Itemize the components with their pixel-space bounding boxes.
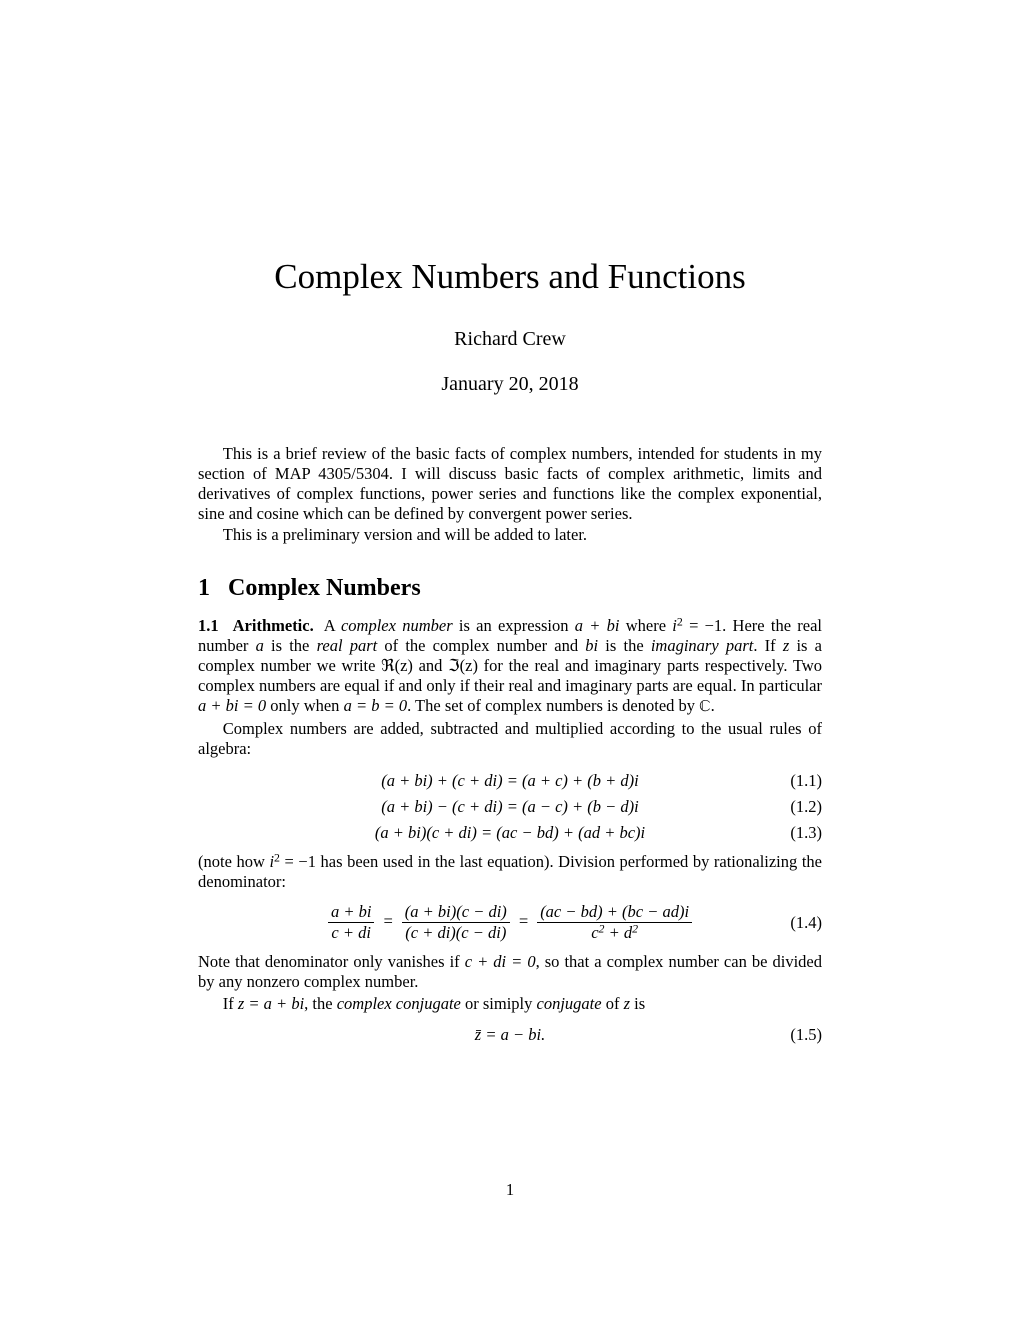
paragraph-rules: Complex numbers are added, subtracted an… — [198, 719, 822, 759]
document-title: Complex Numbers and Functions — [198, 256, 822, 298]
page-content: Complex Numbers and Functions Richard Cr… — [198, 0, 822, 1054]
paragraph-note-i2: (note how i2 = −1 has been used in the l… — [198, 852, 822, 892]
section-number: 1 — [198, 575, 210, 601]
equation-block-2: a + bic + di = (a + bi)(c − di)(c + di)(… — [198, 900, 822, 946]
equation-block-3: z̄ = a − bi. (1.5) — [198, 1022, 822, 1048]
equation-5: z̄ = a − bi. (1.5) — [198, 1022, 822, 1048]
abstract-p2: This is a preliminary version and will b… — [198, 525, 822, 545]
equation-number-4: (1.4) — [790, 913, 822, 933]
equation-3: (a + bi)(c + di) = (ac − bd) + (ad + bc)… — [198, 820, 822, 846]
section-heading: 1 Complex Numbers — [198, 575, 822, 602]
equation-number-1: (1.1) — [790, 771, 822, 791]
document-date: January 20, 2018 — [198, 373, 822, 396]
subsection-number: 1.1 — [198, 616, 219, 635]
equation-number-3: (1.3) — [790, 823, 822, 843]
equation-4: a + bic + di = (a + bi)(c − di)(c + di)(… — [198, 900, 822, 946]
equation-number-5: (1.5) — [790, 1025, 822, 1045]
page-number: 1 — [0, 1180, 1020, 1200]
equation-block-1: (a + bi) + (c + di) = (a + c) + (b + d)i… — [198, 768, 822, 846]
paragraph-conjugate: If z = a + bi, the complex conjugate or … — [198, 994, 822, 1014]
document-author: Richard Crew — [198, 328, 822, 351]
equation-number-2: (1.2) — [790, 797, 822, 817]
abstract-block: This is a brief review of the basic fact… — [198, 444, 822, 545]
equation-1: (a + bi) + (c + di) = (a + c) + (b + d)i… — [198, 768, 822, 794]
abstract-p1: This is a brief review of the basic fact… — [198, 444, 822, 525]
section-title: Complex Numbers — [228, 575, 421, 601]
equation-2: (a + bi) − (c + di) = (a − c) + (b − d)i… — [198, 794, 822, 820]
paragraph-nonzero: Note that denominator only vanishes if c… — [198, 952, 822, 992]
subsection-paragraph-1: 1.1Arithmetic.A complex number is an exp… — [198, 616, 822, 718]
subsection-title: Arithmetic. — [233, 616, 314, 635]
